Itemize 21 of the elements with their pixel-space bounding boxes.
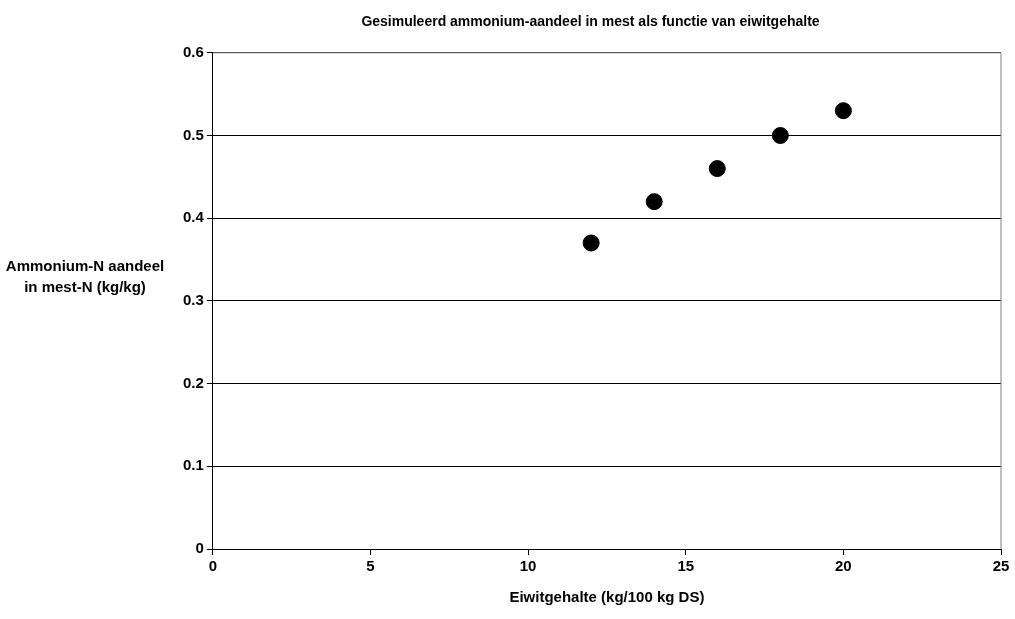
x-tick-label: 15 (677, 557, 695, 575)
point (645, 193, 663, 211)
y-axis-title: Ammonium-N aandeel in mest-N (kg/kg) (4, 256, 166, 297)
x-tick-label: 20 (835, 557, 852, 575)
point (834, 102, 852, 120)
chart-title: Gesimuleerd ammonium-aandeel in mest als functie van eiwitgehalte (361, 13, 820, 30)
y-tick-label: 0.3 (182, 291, 204, 309)
y-tick-label: 0.1 (182, 456, 204, 474)
point (771, 127, 789, 144)
x-tick-label: 10 (519, 557, 537, 575)
point (708, 160, 726, 178)
y-tick-label: 0 (195, 539, 204, 557)
x-axis-title: Eiwitgehalte (kg/100 kg DS) (509, 588, 705, 606)
x-tick-label: 0 (208, 557, 218, 575)
x-tick-label: 5 (366, 557, 375, 575)
point (582, 234, 600, 252)
y-tick-label: 0.6 (182, 42, 204, 60)
y-tick-label: 0.2 (182, 373, 204, 391)
y-tick-label: 0.5 (182, 125, 204, 143)
y-tick-label: 0.4 (182, 208, 205, 226)
x-tick-label: 25 (992, 557, 1010, 575)
